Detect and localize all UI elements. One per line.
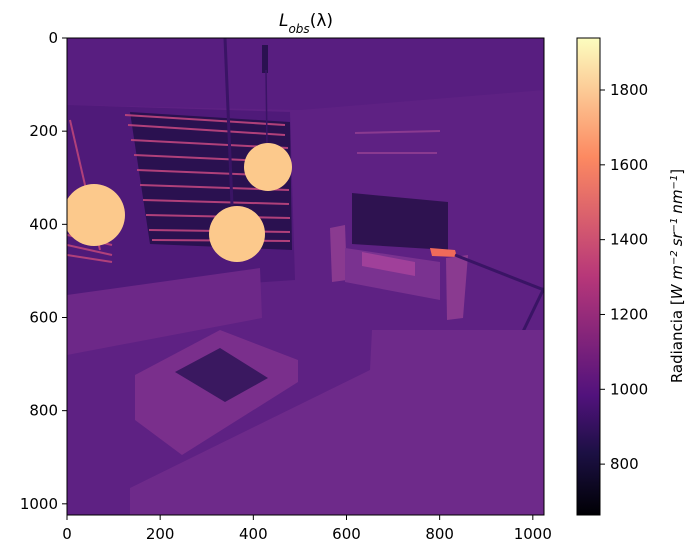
colorbar-label-part: nm xyxy=(668,189,686,213)
colorbar-label-part: ] xyxy=(668,169,686,175)
colorbar-label-part: −1 xyxy=(669,175,680,190)
y-tick-label: 600 xyxy=(29,308,58,326)
y-tick-label: 0 xyxy=(48,29,58,47)
colorbar-label-part: −2 xyxy=(669,250,680,265)
colorbar-tick-label: 1000 xyxy=(610,380,648,398)
colorbar-label: Radiancia [W m−2sr−1nm−1] xyxy=(668,169,686,383)
y-tick-label: 200 xyxy=(29,122,58,140)
x-tick-label: 800 xyxy=(425,525,454,543)
title-part: L xyxy=(279,11,288,31)
colorbar-label-part: −1 xyxy=(669,218,680,233)
colorbar-tick-label: 1600 xyxy=(610,156,648,174)
title-part: (λ) xyxy=(310,11,333,31)
colorbar-tick-label: 1200 xyxy=(610,305,648,323)
colorbar-label-part: sr xyxy=(668,231,686,246)
chart-title: Lobs(λ) xyxy=(279,11,333,36)
colorbar-label-part: W m xyxy=(668,265,686,299)
y-tick-label: 800 xyxy=(29,402,58,420)
colorbar-tick-label: 1400 xyxy=(610,231,648,249)
x-tick-label: 200 xyxy=(146,525,175,543)
y-tick-label: 1000 xyxy=(20,495,58,513)
colorbar-tick-label: 1800 xyxy=(610,81,648,99)
x-tick-label: 600 xyxy=(332,525,361,543)
title-part: obs xyxy=(288,22,309,36)
chart: 0200400600800100002004006008001000800100… xyxy=(0,0,687,544)
x-tick-label: 0 xyxy=(62,525,72,543)
image xyxy=(63,38,544,515)
colorbar-tick-label: 800 xyxy=(610,455,639,473)
x-tick-label: 400 xyxy=(239,525,268,543)
colorbar-label-part: Radiancia [ xyxy=(668,299,686,383)
x-tick-label: 1000 xyxy=(514,525,552,543)
colorbar xyxy=(577,38,600,515)
y-tick-label: 400 xyxy=(29,215,58,233)
